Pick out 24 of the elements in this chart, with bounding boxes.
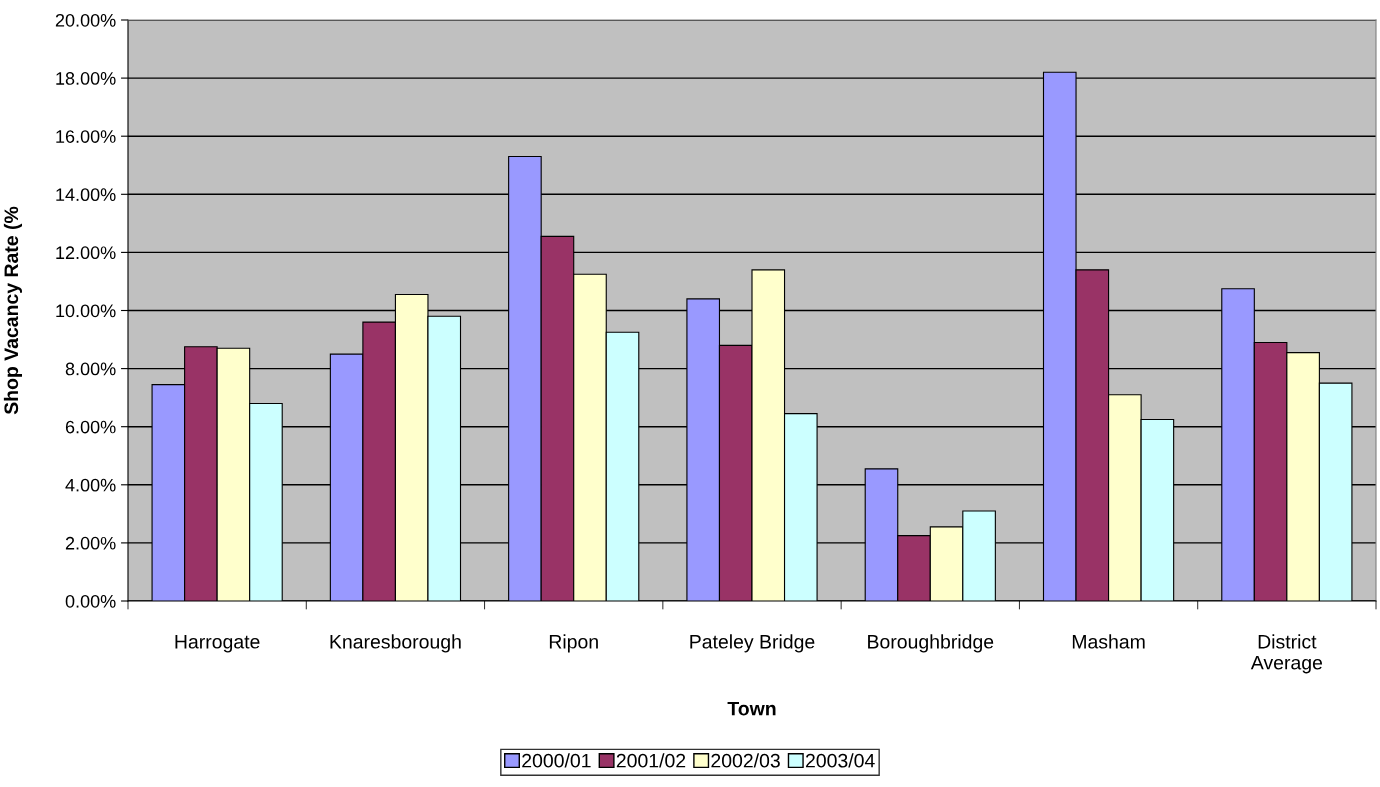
y-tick-label: 8.00% xyxy=(65,362,116,376)
y-tick-label: 4.00% xyxy=(65,478,116,492)
x-tick-label: District Average xyxy=(1250,634,1323,674)
x-tick-label: Ripon xyxy=(549,634,598,653)
legend-label: 2003/04 xyxy=(805,753,875,768)
y-tick-label: 2.00% xyxy=(65,536,116,550)
y-tick-label: 18.00% xyxy=(56,72,116,85)
y-tick-label: 6.00% xyxy=(65,420,116,434)
y-tick-label: 0.00% xyxy=(65,594,116,608)
y-tick-label: 12.00% xyxy=(56,246,116,260)
y-tick-label: 16.00% xyxy=(56,130,116,143)
y-tick-label: 10.00% xyxy=(56,304,116,318)
x-tick-label: Knaresborough xyxy=(330,634,461,653)
x-axis-title: Town xyxy=(727,701,776,716)
x-tick-label: Masham xyxy=(1072,634,1145,649)
x-tick-label: Boroughbridge xyxy=(868,634,994,653)
x-tick-label: Harrogate xyxy=(175,635,260,653)
x-tick-label: Pateley Bridge xyxy=(690,634,815,653)
y-tick-label: 20.00% xyxy=(55,13,116,27)
y-tick-label: 14.00% xyxy=(56,188,116,202)
legend-label: 2002/03 xyxy=(711,753,780,768)
legend-label: 2000/01 xyxy=(522,753,591,768)
y-axis-title: Shop Vacancy Rate (% xyxy=(3,206,22,415)
legend-label: 2001/02 xyxy=(616,753,686,768)
